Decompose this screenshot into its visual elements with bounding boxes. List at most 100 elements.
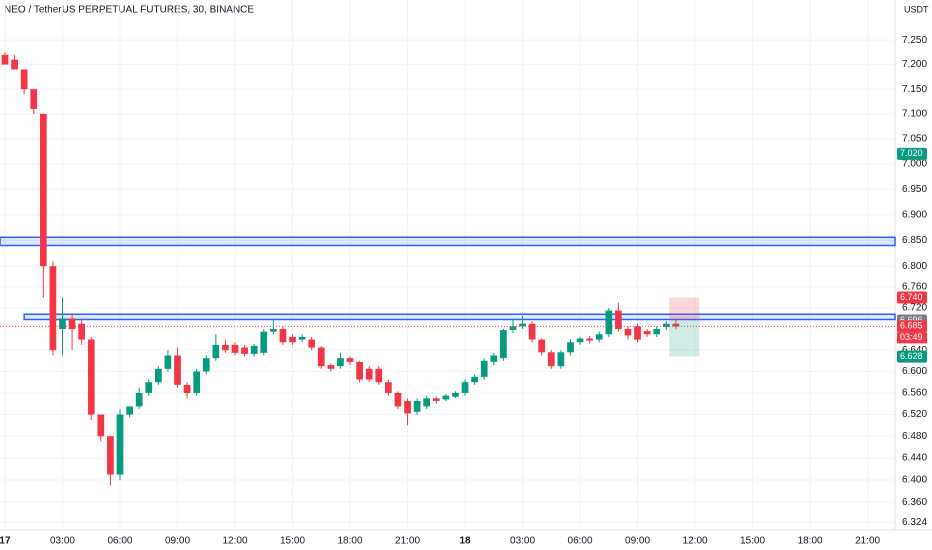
y-tick-label: 6.400 — [902, 475, 927, 486]
y-tick-label: 6.560 — [902, 388, 927, 399]
x-tick-label: 09:00 — [165, 536, 190, 547]
candle-body — [39, 113, 47, 267]
x-tick-label: 18:00 — [798, 536, 823, 547]
candle-body — [11, 59, 18, 70]
x-tick-label: 03:00 — [510, 536, 535, 547]
candle-body — [241, 347, 248, 354]
candle-body — [643, 331, 651, 335]
candle-body — [634, 326, 641, 340]
y-tick-label: 7.200 — [902, 59, 927, 70]
chart-title: NEO / TetherUS PERPETUAL FUTURES, 30, BI… — [4, 5, 254, 16]
y-tick-label: 6.324 — [902, 517, 927, 528]
zone — [23, 313, 896, 321]
y-tick-label: 7.150 — [902, 84, 927, 95]
y-tick-label: 6.480 — [902, 431, 927, 442]
candle-body — [576, 338, 584, 343]
candle-body — [500, 330, 507, 359]
candle-body — [557, 352, 565, 367]
y-tick-label: 6.640 — [902, 345, 927, 356]
candle-body — [97, 414, 105, 437]
candle-body — [461, 382, 469, 393]
y-tick-label: 6.900 — [902, 209, 927, 220]
x-tick-label: 06:00 — [568, 536, 593, 547]
price-badge-label: 7.020 — [900, 148, 923, 158]
candle-body — [413, 401, 421, 412]
y-tick-label: 7.250 — [902, 35, 927, 46]
x-tick-label: 09:00 — [625, 536, 650, 547]
x-tick-label: 21:00 — [395, 536, 420, 547]
candle-body — [480, 360, 488, 377]
x-tick-label: 12:00 — [683, 536, 708, 547]
candle-body — [432, 398, 440, 402]
candle-body — [135, 392, 143, 407]
x-tick-label: 15:00 — [740, 536, 765, 547]
candle-body — [279, 328, 287, 343]
candle-body — [298, 336, 306, 340]
candle-body — [624, 328, 632, 336]
candle-body — [394, 392, 402, 407]
price-badge — [897, 350, 927, 363]
x-tick-label: 15:00 — [280, 536, 305, 547]
y-tick-label: 6.850 — [902, 235, 927, 246]
y-tick-label: 7.050 — [902, 133, 927, 144]
countdown-badge — [897, 332, 927, 344]
candle-body — [356, 361, 363, 380]
candle-body — [222, 344, 229, 351]
price-badge-label: 6.740 — [900, 292, 923, 302]
candle-body — [202, 358, 210, 372]
candle-body — [212, 344, 220, 359]
candle-body — [615, 310, 622, 329]
candle-body — [20, 69, 28, 90]
y-tick-label: 6.800 — [902, 261, 927, 272]
currency-label: USDT — [904, 4, 929, 14]
candle-body — [442, 395, 450, 400]
price-badge-label: 6.628 — [900, 351, 923, 361]
candle-body — [59, 318, 66, 329]
candle-body — [452, 392, 459, 397]
candle-body — [423, 398, 431, 407]
candle-body — [385, 382, 392, 393]
y-tick-label: 6.950 — [902, 184, 927, 195]
stop-area — [669, 297, 700, 321]
candle-body — [317, 347, 325, 367]
candle-body — [269, 328, 277, 332]
candle-body — [308, 339, 316, 348]
candle-body — [471, 376, 478, 383]
y-tick-label: 6.520 — [902, 409, 927, 420]
candle-body — [87, 339, 95, 415]
price-badge-label: 6.696 — [900, 315, 923, 325]
candle-body — [49, 266, 57, 351]
candle-body — [68, 318, 76, 329]
candle-body — [78, 323, 86, 340]
candle-body — [116, 414, 124, 475]
x-tick-label: 18 — [459, 536, 471, 547]
candle-body — [567, 342, 574, 353]
candle-body — [595, 334, 603, 340]
candle-body — [174, 355, 181, 385]
candle-body — [375, 368, 383, 383]
candle-body — [519, 323, 526, 327]
candle-body — [346, 358, 354, 362]
candle-body — [164, 355, 172, 369]
price-badge — [897, 320, 927, 333]
y-tick-label: 6.720 — [902, 303, 927, 314]
y-tick-label: 7.100 — [902, 109, 927, 120]
x-tick-label: 21:00 — [855, 536, 880, 547]
price-badge-label: 6.685 — [900, 321, 923, 331]
candle-body — [107, 436, 114, 475]
y-tick-label: 6.760 — [902, 282, 927, 293]
candle-body — [289, 336, 296, 343]
candle-body — [547, 352, 555, 367]
candle-body — [126, 406, 133, 415]
candle-body — [337, 358, 344, 367]
x-tick-label: 06:00 — [107, 536, 132, 547]
x-tick-label: 18:00 — [338, 536, 363, 547]
candle-body — [404, 401, 411, 414]
countdown-label: 03:49 — [900, 332, 923, 342]
x-tick-label: 12:00 — [222, 536, 247, 547]
y-tick-label: 6.600 — [902, 366, 927, 377]
y-tick-label: 6.360 — [902, 497, 927, 508]
y-tick-label: 7.000 — [902, 159, 927, 170]
